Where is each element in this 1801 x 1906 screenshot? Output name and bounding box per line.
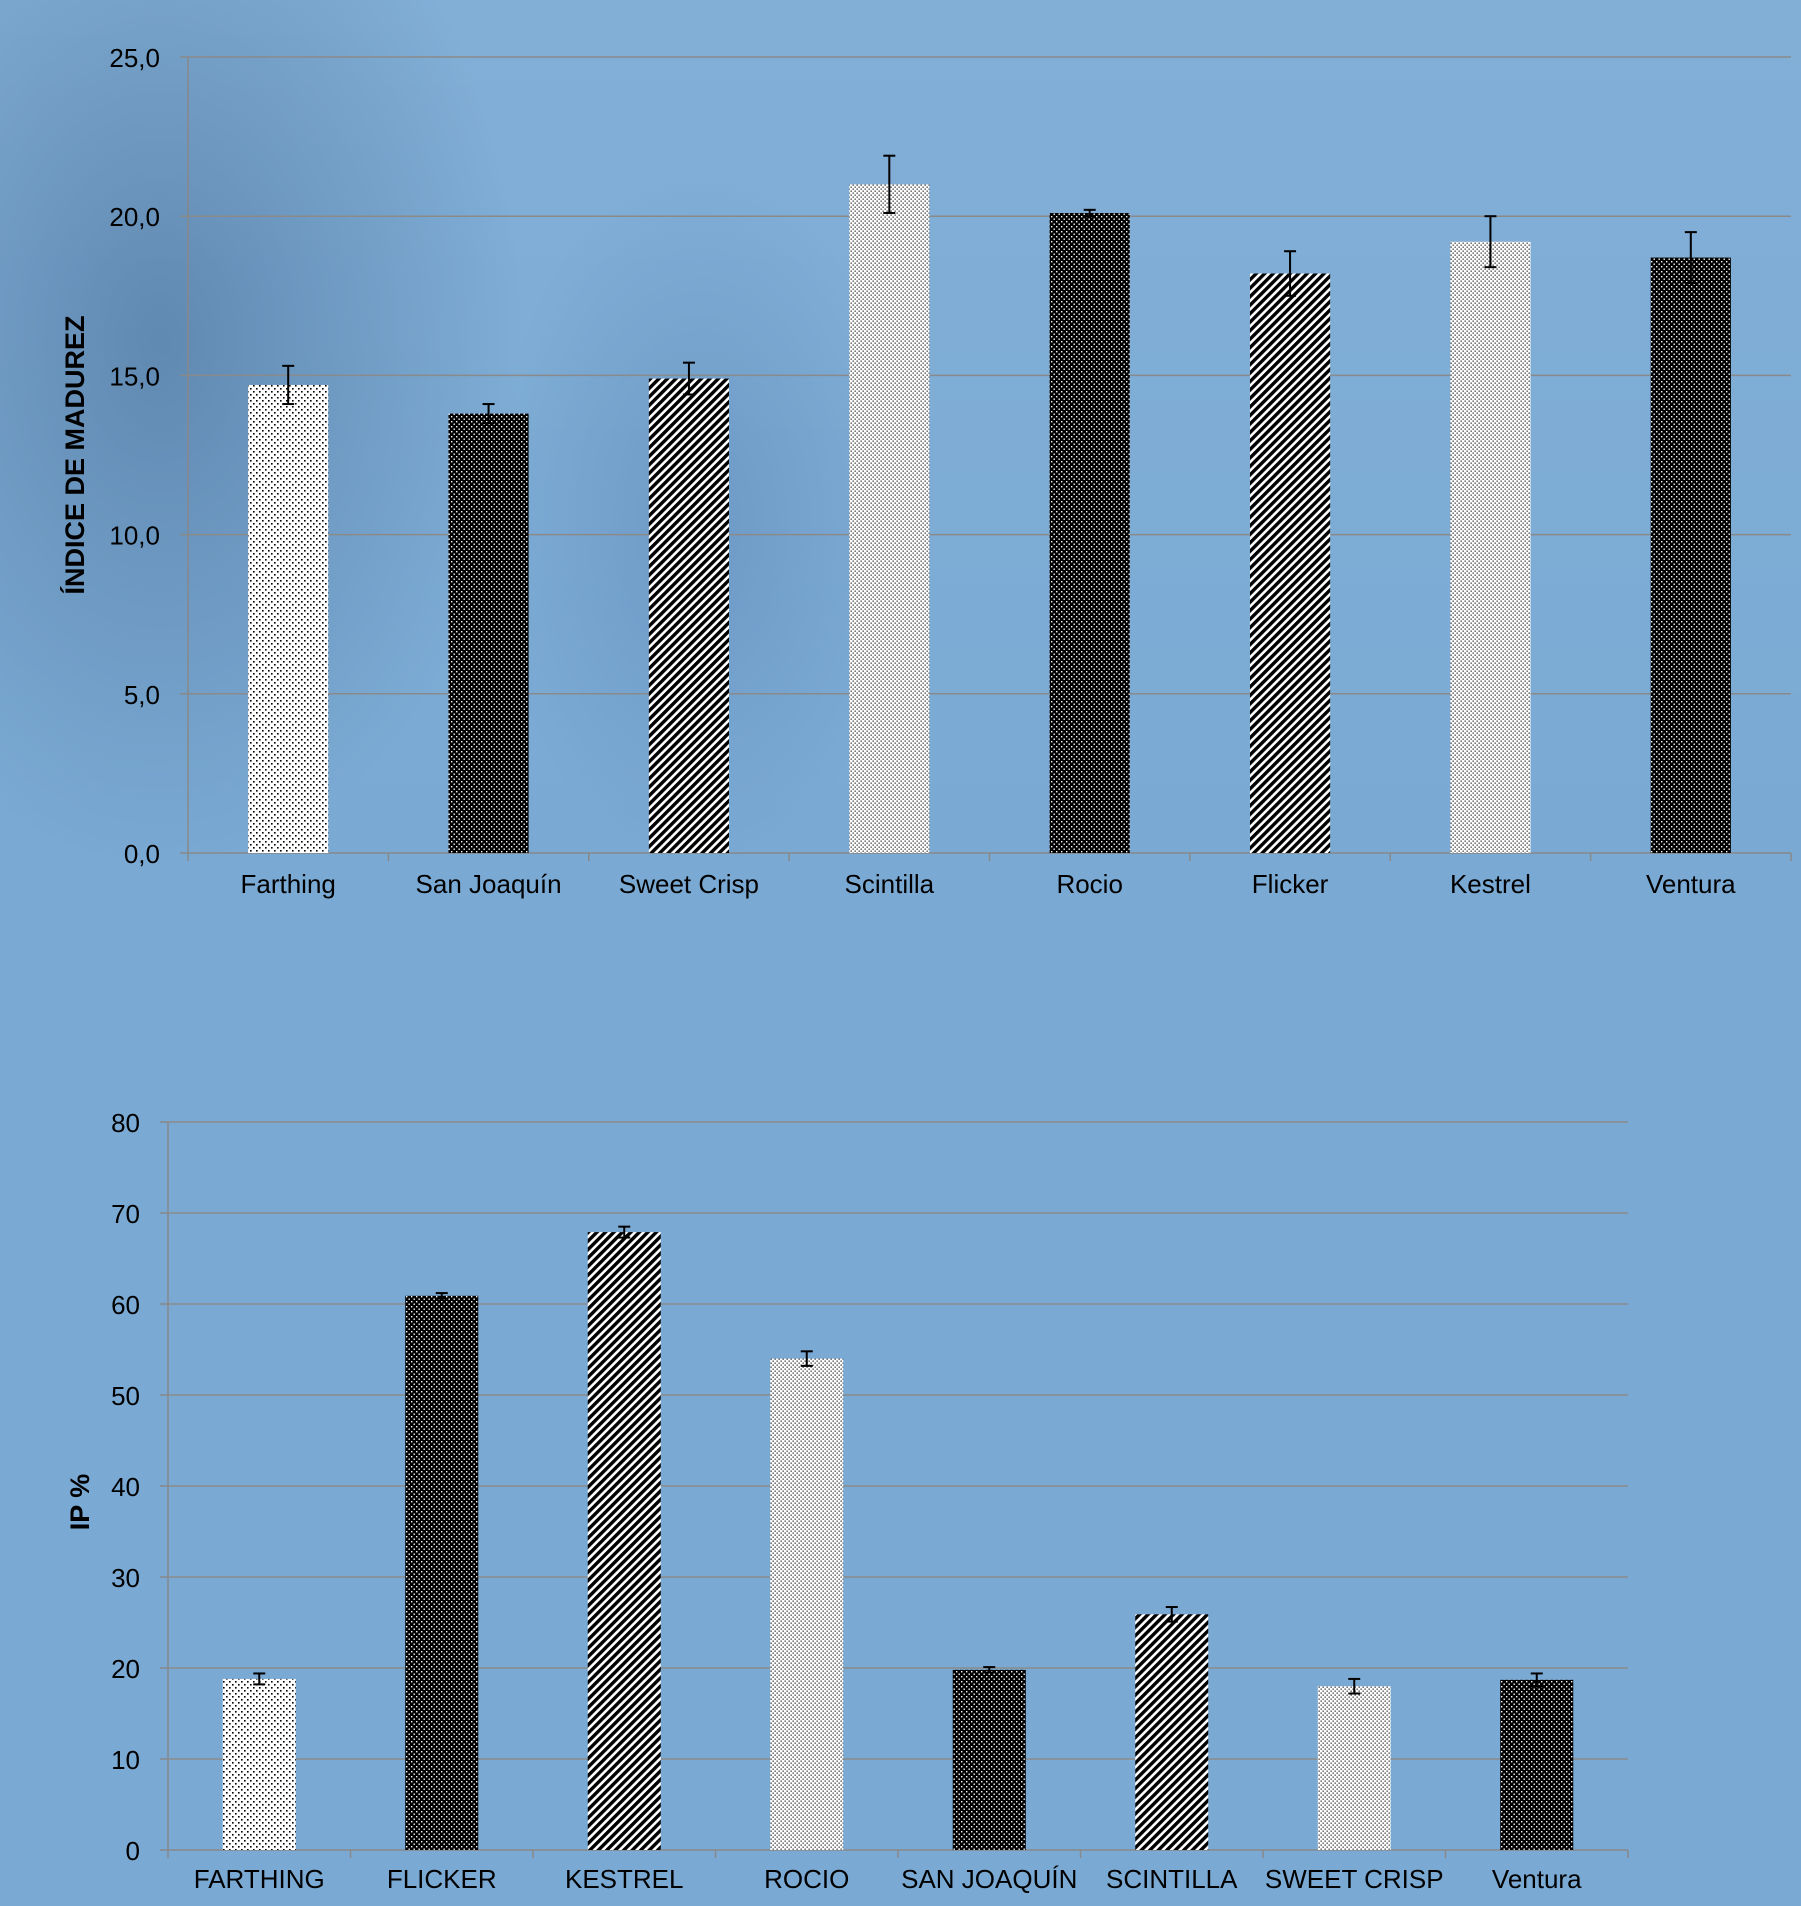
y-tick-label: 10 (111, 1745, 140, 1775)
bar-rocio (770, 1358, 844, 1850)
bar-flicker (405, 1295, 479, 1850)
y-tick-label: 50 (111, 1381, 140, 1411)
y-tick-label: 20,0 (109, 202, 160, 232)
x-tick-label: KESTREL (565, 1864, 684, 1894)
x-tick-label: ROCIO (764, 1864, 849, 1894)
y-tick-label: 10,0 (109, 521, 160, 551)
bar-sweet-crisp (648, 378, 730, 853)
bar-kestrel (587, 1232, 661, 1850)
x-tick-label: SWEET CRISP (1265, 1864, 1444, 1894)
bar-ventura (1650, 257, 1731, 853)
chart2-ylabel: IP % (65, 1474, 95, 1531)
y-tick-label: 20 (111, 1654, 140, 1684)
y-tick-label: 0 (126, 1836, 140, 1866)
chart1-plot: 0,0 5,0 10,0 15,0 20,0 25,0 Farthing San Joaquí… (109, 43, 1792, 899)
x-tick-label: Ventura (1492, 1864, 1582, 1894)
x-tick-label: Kestrel (1450, 869, 1531, 899)
bar-ventura (1500, 1679, 1574, 1850)
x-tick-label: Scintilla (845, 869, 935, 899)
bar-kestrel (1450, 241, 1531, 853)
x-tick-label: SAN JOAQUÍN (901, 1864, 1077, 1894)
y-tick-label: 70 (111, 1199, 140, 1229)
x-tick-label: Farthing (240, 869, 335, 899)
x-tick-label: FLICKER (387, 1864, 497, 1894)
y-tick-label: 30 (111, 1563, 140, 1593)
bar-sweet-crisp (1317, 1686, 1391, 1850)
y-tick-label: 25,0 (109, 43, 160, 73)
y-tick-label: 40 (111, 1472, 140, 1502)
y-tick-label: 80 (111, 1108, 140, 1138)
bar-san-joaqu-n (952, 1669, 1026, 1850)
x-tick-label: Flicker (1252, 869, 1329, 899)
x-tick-label: Rocio (1056, 869, 1122, 899)
bar-farthing (222, 1678, 296, 1850)
x-tick-label: San Joaquín (416, 869, 562, 899)
x-tick-label: Sweet Crisp (619, 869, 759, 899)
chart2-plot: 0 10 20 30 40 50 60 70 80 FARTHING FLICKER KESTREL R… (111, 1108, 1629, 1894)
bar-flicker (1249, 273, 1331, 854)
bar-scintilla (849, 184, 930, 854)
madurez-bar-chart: 0,0 5,0 10,0 15,0 20,0 25,0 Farthing San Joaquí… (59, 43, 1792, 899)
y-tick-label: 60 (111, 1290, 140, 1320)
bar-san-joaqu-n (448, 413, 529, 853)
y-tick-label: 5,0 (124, 680, 160, 710)
ip-bar-chart: 0 10 20 30 40 50 60 70 80 FARTHING FLICKER KESTREL R… (65, 1108, 1629, 1894)
y-tick-label: 15,0 (109, 361, 160, 391)
bar-farthing (248, 384, 329, 853)
bar-rocio (1049, 213, 1130, 854)
y-tick-label: 0,0 (124, 839, 160, 869)
x-tick-label: SCINTILLA (1106, 1864, 1238, 1894)
chart1-ylabel: ÍNDICE DE MADUREZ (59, 315, 90, 594)
x-tick-label: FARTHING (194, 1864, 325, 1894)
x-tick-label: Ventura (1646, 869, 1736, 899)
bar-scintilla (1135, 1614, 1209, 1850)
